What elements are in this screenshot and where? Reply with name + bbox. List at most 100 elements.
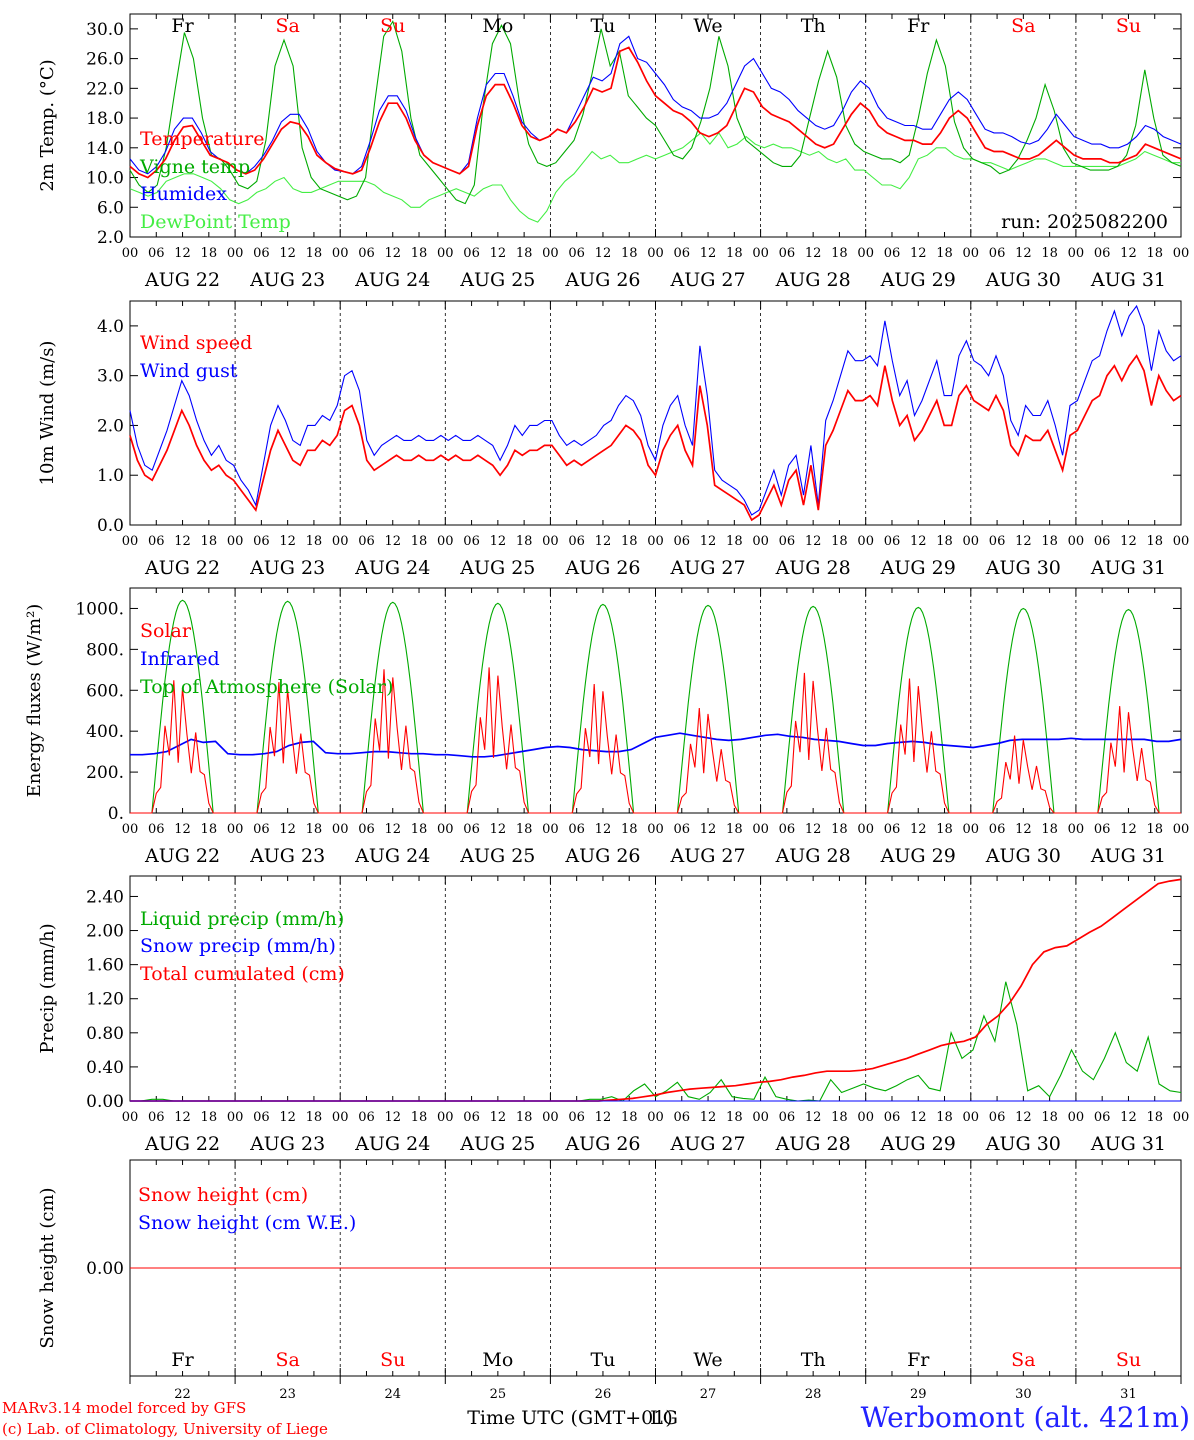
hour-tick-label: 18: [831, 822, 848, 837]
date-label: AUG 29: [880, 845, 956, 867]
hour-tick-label: 18: [831, 534, 848, 549]
day-name-label: Su: [380, 15, 405, 37]
hour-tick-label: 00: [542, 822, 559, 837]
hour-tick-label: 00: [437, 822, 454, 837]
hour-tick-label: 12: [279, 1110, 296, 1125]
y-tick-label: 0.00: [86, 1092, 124, 1112]
y-axis-title: Snow height (cm): [37, 1187, 58, 1348]
hour-tick-label: 06: [463, 822, 480, 837]
hour-tick-label: 18: [1041, 534, 1058, 549]
legend-entry: Top of Atmosphere (Solar): [140, 676, 393, 698]
day-name-label: Su: [1116, 15, 1141, 37]
y-tick-label: 2.0: [97, 416, 124, 436]
hour-tick-label: 00: [122, 246, 139, 261]
hour-tick-label: 00: [963, 534, 980, 549]
hour-tick-label: 12: [384, 246, 401, 261]
hour-tick-label: 06: [779, 1110, 796, 1125]
hour-tick-label: 06: [989, 822, 1006, 837]
hour-tick-label: 06: [989, 246, 1006, 261]
panel-1: 2m Temp. (°C) 2.0 6.0 10.0 14.0 18.0 22.0 26.0 3…: [37, 13, 1189, 291]
date-label: AUG 27: [669, 557, 745, 579]
hour-tick-label: 18: [936, 246, 953, 261]
date-label: AUG 23: [249, 845, 325, 867]
hour-tick-label: 00: [332, 246, 349, 261]
hour-tick-label: 06: [358, 822, 375, 837]
y-tick-label: 1.60: [86, 956, 124, 976]
date-label: AUG 30: [985, 1133, 1061, 1155]
hour-tick-label: 18: [936, 1110, 953, 1125]
day-number-label: 31: [1120, 1387, 1137, 1402]
hour-tick-label: 18: [621, 1110, 638, 1125]
run-label: run: 2025082200: [1001, 211, 1168, 233]
hour-tick-label: 00: [227, 822, 244, 837]
hour-tick-label: 00: [1173, 534, 1190, 549]
hour-tick-label: 06: [568, 1110, 585, 1125]
hour-tick-label: 12: [490, 1110, 507, 1125]
y-tick-label: 0.40: [86, 1058, 124, 1078]
hour-tick-label: 00: [122, 1110, 139, 1125]
hour-tick-label: 12: [910, 534, 927, 549]
date-label: AUG 27: [669, 845, 745, 867]
y-tick-label: 30.0: [86, 20, 124, 40]
hour-tick-label: 06: [884, 1110, 901, 1125]
hour-tick-label: 18: [201, 1110, 218, 1125]
hour-tick-label: 00: [963, 822, 980, 837]
hour-tick-label: 18: [411, 1110, 428, 1125]
legend-entry: DewPoint Temp: [140, 211, 291, 233]
date-label: AUG 30: [985, 845, 1061, 867]
hour-tick-label: 18: [1041, 1110, 1058, 1125]
day-name-label: Sa: [1011, 15, 1035, 37]
legend-entry: Liquid precip (mm/h): [140, 908, 344, 930]
date-label: AUG 31: [1090, 1133, 1166, 1155]
hour-tick-label: 06: [463, 534, 480, 549]
hour-tick-label: 00: [1068, 246, 1085, 261]
y-tick-label: 0.: [108, 804, 124, 824]
date-label: AUG 24: [354, 557, 430, 579]
hour-tick-label: 00: [332, 822, 349, 837]
hour-tick-label: 00: [227, 534, 244, 549]
hour-tick-label: 00: [227, 1110, 244, 1125]
y-tick-label: 1000.: [75, 599, 124, 619]
hour-tick-label: 06: [568, 246, 585, 261]
legend-entry: Snow height (cm): [138, 1184, 308, 1206]
date-label: AUG 30: [985, 269, 1061, 291]
day-number-label: 27: [700, 1387, 717, 1402]
hour-tick-label: 18: [1146, 822, 1163, 837]
day-name-label: Tu: [590, 1349, 615, 1371]
date-label: AUG 29: [880, 1133, 956, 1155]
hour-tick-label: 06: [568, 822, 585, 837]
hour-tick-label: 00: [1068, 822, 1085, 837]
date-label: AUG 25: [459, 557, 535, 579]
credit-line-2: (c) Lab. of Climatology, University of L…: [2, 1420, 328, 1438]
series-line-humidex: [129, 35, 1182, 175]
hour-tick-label: 18: [621, 822, 638, 837]
hour-tick-label: 06: [253, 534, 270, 549]
hour-tick-label: 18: [306, 246, 323, 261]
hour-tick-label: 00: [857, 1110, 874, 1125]
series-line-solar: [130, 667, 1181, 814]
legend-entry: Snow precip (mm/h): [140, 935, 336, 957]
y-tick-label: 10.0: [86, 169, 124, 189]
hour-tick-label: 12: [805, 534, 822, 549]
panel-2: 10m Wind (m/s) 0.0 1.0 2.0 3.0 4.0 00 06 12 18 00 0…: [37, 300, 1190, 579]
date-label: AUG 25: [459, 269, 535, 291]
hour-tick-label: 00: [963, 1110, 980, 1125]
date-label: AUG 29: [880, 269, 956, 291]
y-axis-title: 2m Temp. (°C): [37, 59, 58, 191]
hour-tick-label: 06: [1094, 1110, 1111, 1125]
hour-tick-label: 06: [463, 1110, 480, 1125]
series-line-liquid-precip-mm-h-: [130, 981, 1182, 1102]
hour-tick-label: 18: [201, 534, 218, 549]
hour-tick-label: 12: [700, 246, 717, 261]
hour-tick-label: 06: [779, 246, 796, 261]
day-name-label: Th: [801, 15, 826, 37]
hour-tick-label: 12: [174, 822, 191, 837]
hour-tick-label: 06: [674, 246, 691, 261]
y-tick-label: 6.0: [97, 198, 124, 218]
y-tick-label: 3.0: [97, 367, 124, 387]
legend-entry: Humidex: [140, 183, 227, 205]
hour-tick-label: 12: [805, 246, 822, 261]
hour-tick-label: 00: [437, 1110, 454, 1125]
y-axis-title: Precip (mm/h): [37, 923, 58, 1053]
hour-tick-label: 06: [358, 534, 375, 549]
